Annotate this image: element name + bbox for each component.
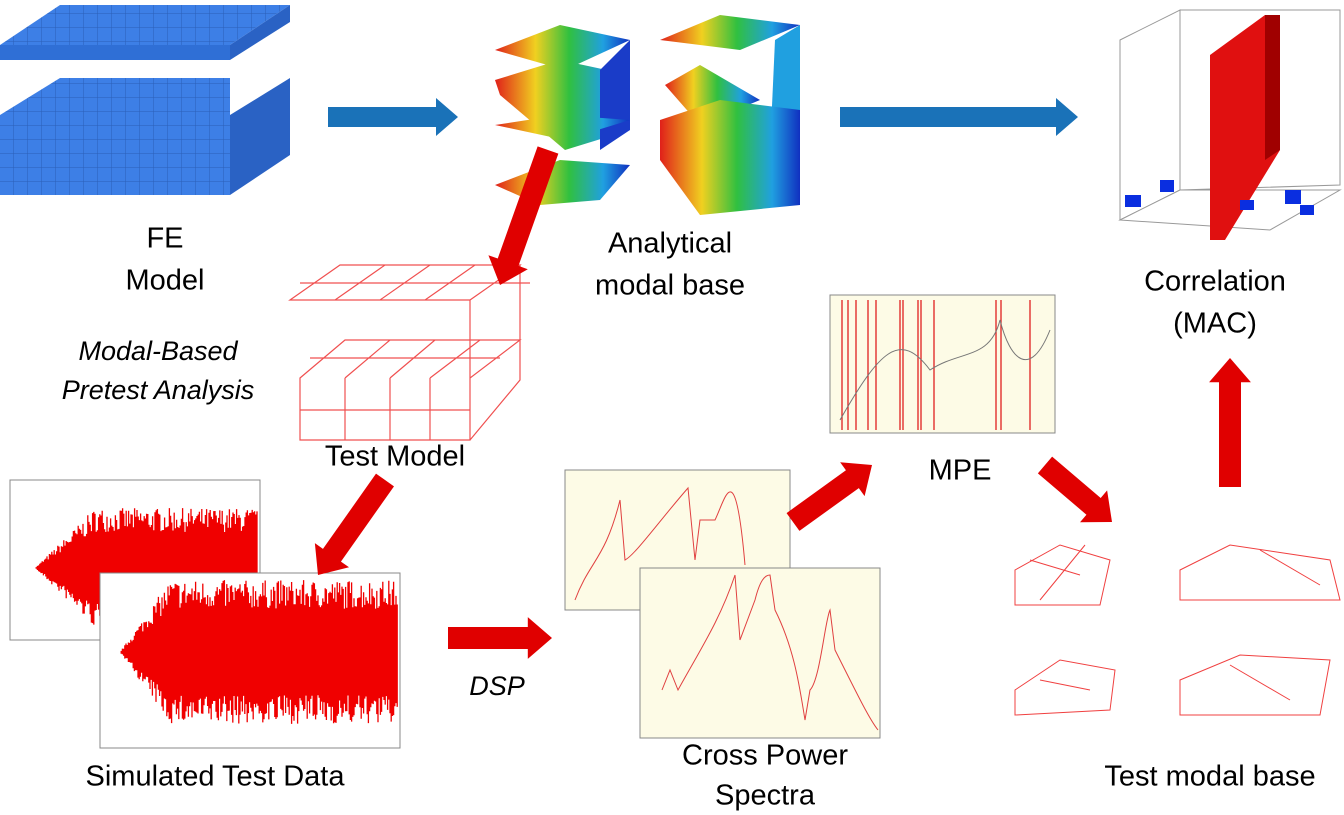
- node-label: Model: [126, 265, 205, 297]
- arrow: [1031, 449, 1125, 538]
- node-label: FE: [146, 223, 183, 255]
- node-label: Test modal base: [1104, 761, 1315, 793]
- spectra-image: [565, 470, 880, 738]
- arrow: [781, 448, 884, 539]
- test-modes-image: [1015, 545, 1340, 715]
- node-label: modal base: [595, 270, 745, 302]
- node-label: Cross Power: [682, 740, 848, 772]
- fe-model-image: [0, 5, 290, 195]
- test-model-image: [290, 265, 530, 440]
- arrow: [328, 98, 458, 136]
- node-label: Test Model: [325, 441, 465, 473]
- node-label: MPE: [929, 455, 992, 487]
- node-label: Modal-Based: [78, 336, 238, 366]
- node-label: Simulated Test Data: [86, 761, 346, 793]
- simulated-data-image: [10, 480, 400, 748]
- arrow: [840, 98, 1078, 136]
- node-label: Spectra: [715, 780, 816, 812]
- arrow: [1209, 358, 1251, 487]
- mpe-chart-image: [830, 295, 1055, 433]
- arrow: [448, 617, 552, 659]
- node-label: Correlation: [1144, 266, 1286, 298]
- node-label: Analytical: [608, 228, 732, 260]
- diagram: FE Model Analytical modal base Modal-Bas…: [0, 0, 1344, 815]
- mac-chart-image: [1120, 10, 1340, 240]
- node-label: (MAC): [1173, 308, 1257, 340]
- arrow: [301, 468, 402, 587]
- edge-label: DSP: [469, 671, 525, 701]
- node-label: Pretest Analysis: [62, 375, 255, 405]
